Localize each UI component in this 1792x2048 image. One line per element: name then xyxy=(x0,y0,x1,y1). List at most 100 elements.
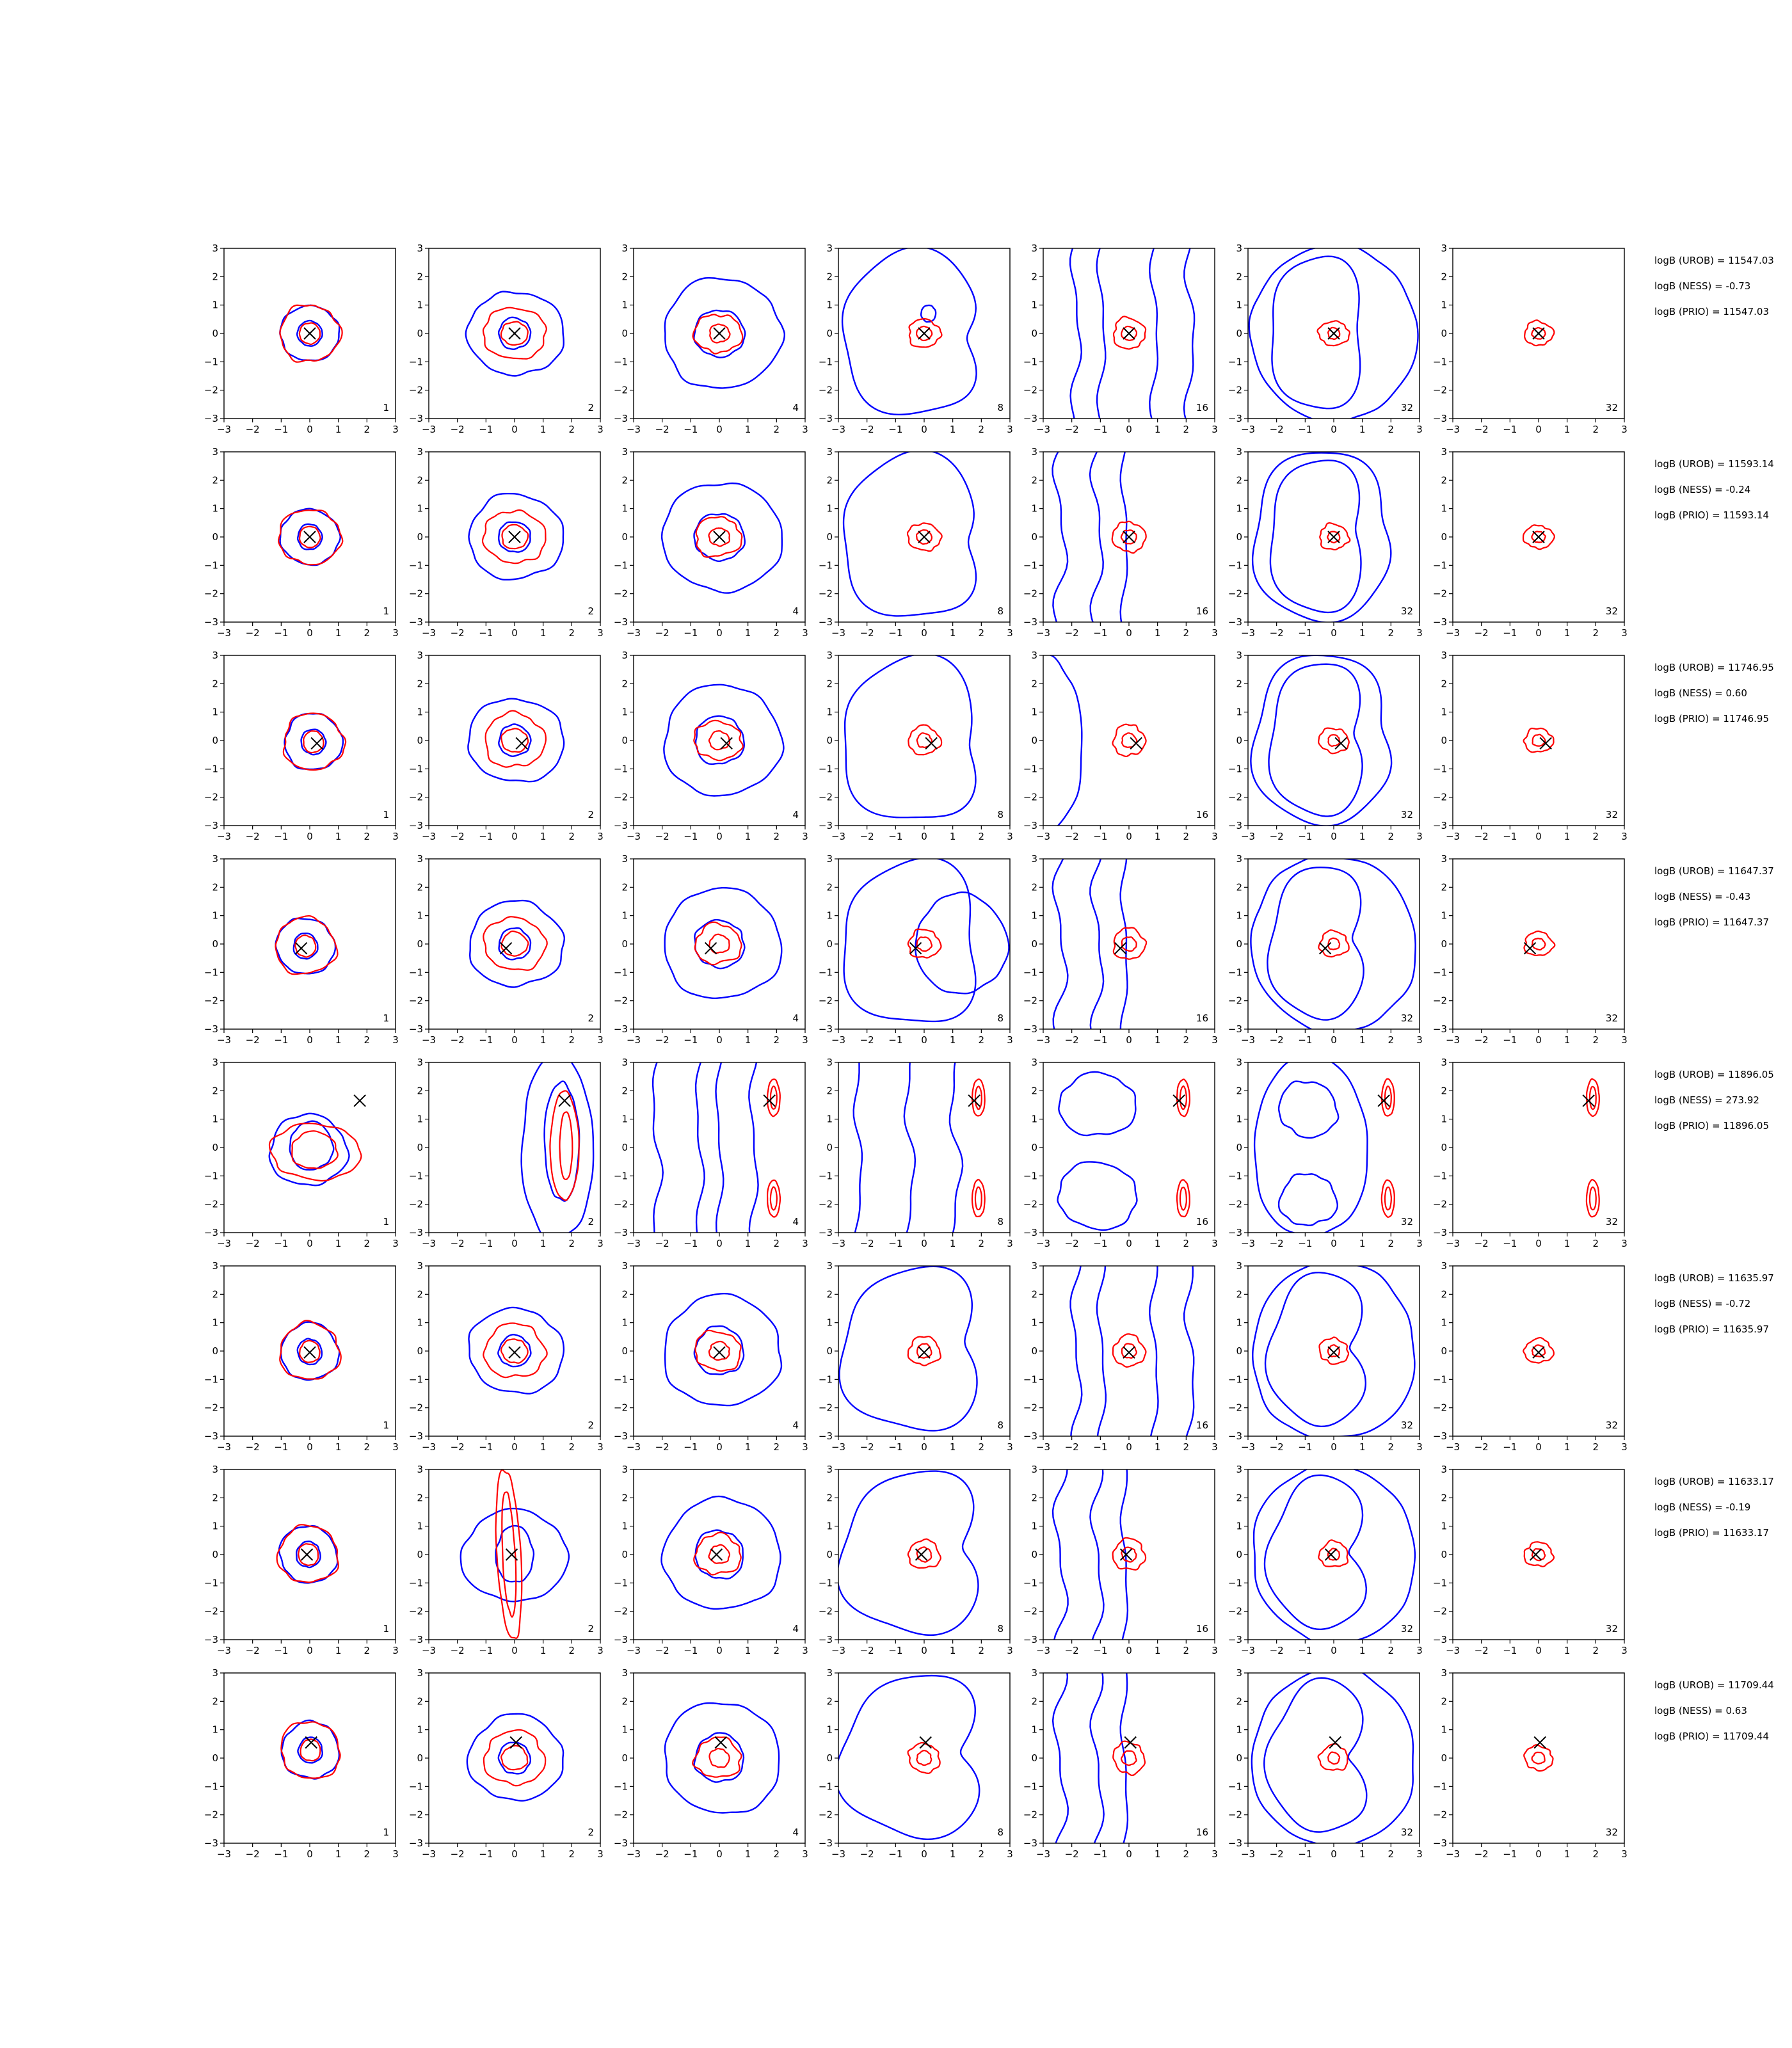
x-tick-label: −2 xyxy=(246,627,260,639)
y-tick-label: −3 xyxy=(1433,1227,1447,1238)
x-tick-label: −1 xyxy=(888,627,902,639)
y-tick-label: −1 xyxy=(409,763,423,774)
blue-contour xyxy=(498,927,532,961)
x-tick-label: 3 xyxy=(597,424,604,435)
y-tick-label: 2 xyxy=(621,1288,628,1300)
x-tick-label: 1 xyxy=(1155,831,1161,842)
y-tick-label: 2 xyxy=(1441,1492,1447,1503)
y-tick-label: 2 xyxy=(621,271,628,282)
red-contour xyxy=(1179,1187,1187,1211)
y-tick-label: −1 xyxy=(1433,966,1447,978)
contour-panel: −3 −2 −1 0 1 2 3 −3 −2 −1 0 1 2 3 16 xyxy=(1023,650,1218,842)
x-tick-label: −3 xyxy=(217,1238,231,1249)
y-tick-label: 2 xyxy=(826,881,833,893)
x-marker xyxy=(508,1346,521,1359)
y-tick-label: 0 xyxy=(1031,735,1037,746)
axes-frame xyxy=(1452,1469,1625,1640)
panel-number-label: 1 xyxy=(383,605,389,617)
y-tick-label: 3 xyxy=(212,243,218,254)
y-tick-label: −1 xyxy=(409,559,423,571)
x-tick-label: 2 xyxy=(1593,831,1599,842)
x-tick-label: 2 xyxy=(364,1441,371,1453)
plot-area xyxy=(520,1062,595,1233)
y-tick-label: 0 xyxy=(1236,938,1242,950)
panel-number-label: 4 xyxy=(792,1216,799,1228)
x-tick-label: 2 xyxy=(774,627,780,639)
plot-area xyxy=(468,492,564,581)
y-tick-label: 0 xyxy=(826,328,833,339)
red-contour xyxy=(766,1179,781,1218)
red-contour xyxy=(1176,1078,1191,1117)
x-tick-label: 1 xyxy=(540,1441,547,1453)
contour-panel: −3 −2 −1 0 1 2 3 −3 −2 −1 0 1 2 3 16 xyxy=(1023,446,1218,639)
y-tick-label: −3 xyxy=(1228,1837,1242,1849)
x-tick-label: −3 xyxy=(422,1645,436,1656)
red-contour xyxy=(974,1186,982,1211)
red-contour xyxy=(275,915,339,975)
x-tick-label: 1 xyxy=(1155,1238,1161,1249)
axes-frame xyxy=(838,1672,1011,1844)
logb-ness-text: logB (NESS) = -0.24 xyxy=(1654,484,1750,495)
x-marker xyxy=(713,327,726,340)
x-tick-label: 2 xyxy=(1388,1848,1395,1860)
red-contour xyxy=(482,307,547,360)
y-tick-label: 0 xyxy=(1031,1345,1037,1357)
blue-contour xyxy=(1263,1474,1368,1631)
x-tick-label: 0 xyxy=(1331,1034,1337,1046)
x-marker xyxy=(508,531,521,543)
red-contour xyxy=(907,928,942,959)
blue-contour xyxy=(1250,655,1393,826)
x-tick-label: 3 xyxy=(1212,1441,1218,1453)
y-tick-label: 0 xyxy=(1236,1549,1242,1560)
blue-contour xyxy=(296,523,323,550)
y-tick-label: −2 xyxy=(1433,792,1447,803)
y-tick-label: −2 xyxy=(204,1199,218,1210)
y-tick-label: 3 xyxy=(1031,1057,1037,1068)
blue-contour-line xyxy=(1089,1673,1105,1843)
red-contour xyxy=(495,1469,523,1639)
axes-frame xyxy=(223,655,396,826)
plot-area xyxy=(467,698,565,783)
y-tick-label: 2 xyxy=(1236,1492,1242,1503)
x-tick-label: 0 xyxy=(307,424,313,435)
red-contour xyxy=(1317,1743,1348,1771)
y-tick-label: 3 xyxy=(1031,1667,1037,1679)
y-tick-label: 1 xyxy=(417,1114,423,1125)
plot-area xyxy=(1052,859,1148,1029)
blue-contour xyxy=(842,452,977,617)
plot-area xyxy=(277,508,344,566)
x-tick-label: −1 xyxy=(1503,1238,1517,1249)
x-tick-label: 0 xyxy=(1331,627,1337,639)
x-marker xyxy=(303,1346,316,1359)
x-tick-label: −2 xyxy=(860,1441,874,1453)
y-tick-label: −2 xyxy=(1433,995,1447,1007)
plot-area xyxy=(1523,727,1555,753)
y-tick-label: −2 xyxy=(1023,1606,1037,1617)
y-tick-label: 3 xyxy=(1236,853,1242,865)
x-tick-label: 0 xyxy=(307,1238,313,1249)
panel-number-label: 4 xyxy=(792,1420,799,1431)
y-tick-label: 2 xyxy=(1031,1288,1037,1300)
logb-prio-text: logB (PRIO) = 11709.44 xyxy=(1654,1731,1769,1742)
x-tick-label: −3 xyxy=(217,1848,231,1860)
panel-number-label: 1 xyxy=(383,809,389,820)
y-tick-label: −2 xyxy=(204,1402,218,1414)
x-tick-label: 1 xyxy=(1155,1848,1161,1860)
red-contour xyxy=(277,509,344,566)
plot-area xyxy=(1052,452,1147,622)
y-tick-label: 0 xyxy=(1031,1142,1037,1153)
y-tick-label: −3 xyxy=(614,616,628,628)
y-tick-label: −2 xyxy=(1023,385,1037,396)
x-tick-label: 3 xyxy=(1621,424,1628,435)
y-tick-label: 2 xyxy=(1031,1695,1037,1707)
logb-prio-text: logB (PRIO) = 11635.97 xyxy=(1654,1324,1769,1335)
y-tick-label: 1 xyxy=(621,1724,628,1736)
red-contour xyxy=(1531,1751,1546,1764)
blue-contour-line xyxy=(1148,248,1159,419)
y-tick-label: −2 xyxy=(1023,588,1037,600)
y-tick-label: 1 xyxy=(1441,1521,1447,1532)
y-tick-label: 3 xyxy=(212,1260,218,1272)
